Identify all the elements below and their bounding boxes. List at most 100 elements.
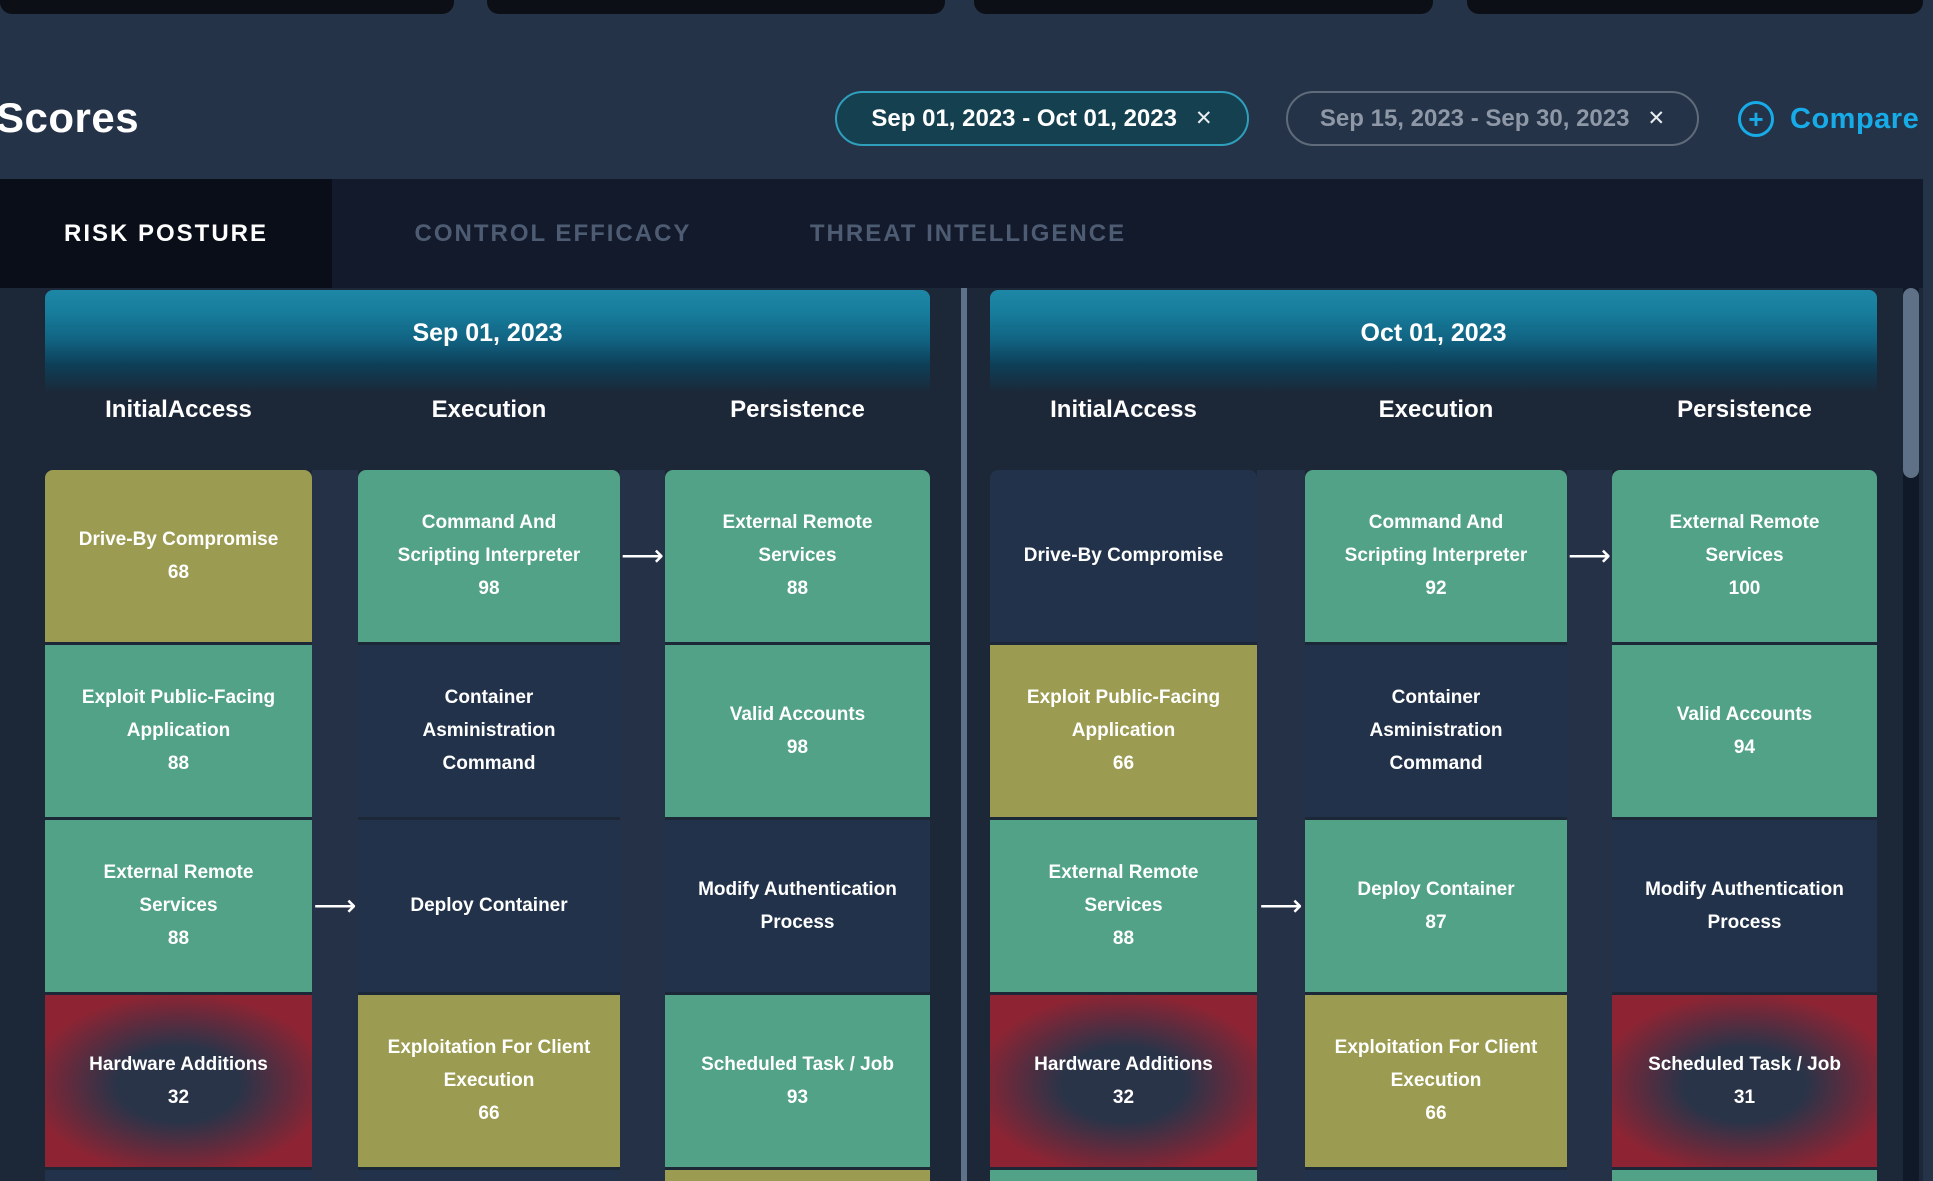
technique-cell[interactable]: Container Asministration Command	[358, 645, 620, 817]
technique-score: 32	[167, 1086, 190, 1108]
technique-cell[interactable]	[990, 1170, 1257, 1181]
technique-score: 32	[1112, 1086, 1135, 1108]
flow-arrow-icon: ⟶	[1567, 538, 1611, 574]
top-card-1[interactable]	[0, 0, 454, 14]
technique-cell[interactable]: Deploy Container 87	[1305, 820, 1567, 992]
technique-name: Container Asministration Command	[422, 687, 556, 775]
scrollbar-track[interactable]	[1903, 288, 1919, 1181]
technique-score: 87	[1425, 911, 1447, 933]
tab-threat-intelligence[interactable]: THREAT INTELLIGENCE	[809, 219, 1127, 247]
column-label-persistence: Persistence	[730, 396, 865, 423]
technique-score: 88	[786, 578, 809, 600]
tab-risk-posture[interactable]: RISK POSTURE	[0, 179, 332, 288]
technique-cell[interactable]: Modify Authentication Process	[665, 820, 930, 992]
column-persistence: External Remote Services 100 Valid Accou…	[1612, 470, 1877, 1181]
technique-cell[interactable]: External Remote Services 88	[990, 820, 1257, 992]
technique-name: Exploitation For Client Execution	[1334, 1037, 1538, 1092]
technique-cell[interactable]	[358, 1170, 620, 1181]
technique-score: 66	[478, 1103, 500, 1125]
technique-score: 100	[1728, 578, 1761, 600]
plus-circle-icon: +	[1738, 101, 1774, 137]
technique-name: Command And Scripting Interpreter	[397, 512, 581, 567]
technique-cell[interactable]: Valid Accounts 94	[1612, 645, 1877, 817]
column-label-execution: Execution	[431, 396, 547, 423]
scrollbar-thumb[interactable]	[1903, 288, 1919, 478]
technique-score: 93	[786, 1086, 809, 1108]
technique-cell[interactable]: Exploit Public-Facing Application 88	[45, 645, 312, 817]
technique-cell[interactable]: Container Asministration Command	[1305, 645, 1567, 817]
panel-divider	[961, 288, 967, 1181]
technique-cell[interactable]	[1612, 1170, 1877, 1181]
date-filter-chip-inactive[interactable]: Sep 15, 2023 - Sep 30, 2023 ✕	[1286, 91, 1699, 146]
close-icon[interactable]: ✕	[1194, 107, 1213, 130]
technique-cell[interactable]: Hardware Additions 32	[45, 995, 312, 1167]
column-gap-lane	[1257, 470, 1305, 1181]
technique-cell[interactable]: Scheduled Task / Job 93	[665, 995, 930, 1167]
technique-name: Valid Accounts	[729, 703, 866, 725]
top-card-2[interactable]	[487, 0, 945, 14]
technique-cell[interactable]: Drive-By Compromise	[990, 470, 1257, 642]
technique-score: 68	[167, 561, 190, 583]
technique-name: Valid Accounts	[1676, 703, 1813, 725]
technique-cell[interactable]	[1305, 1170, 1567, 1181]
flow-arrow-icon: ⟶	[620, 538, 664, 574]
technique-score: 98	[478, 578, 500, 600]
technique-cell[interactable]: Exploit Public-Facing Application 66	[990, 645, 1257, 817]
technique-cell[interactable]: Exploitation For Client Execution 66	[358, 995, 620, 1167]
tab-bar: RISK POSTURE CONTROL EFFICACY THREAT INT…	[0, 179, 1923, 288]
date-filter-chip-active[interactable]: Sep 01, 2023 - Oct 01, 2023 ✕	[835, 91, 1249, 146]
technique-cell[interactable]: Command And Scripting Interpreter 98	[358, 470, 620, 642]
top-card-3[interactable]	[974, 0, 1433, 14]
technique-cell[interactable]: Valid Accounts 98	[665, 645, 930, 817]
technique-cell[interactable]: External Remote Services 88	[45, 820, 312, 992]
column-label-initialaccess: InitialAccess	[1050, 396, 1197, 423]
compare-button[interactable]: + Compare	[1738, 100, 1919, 138]
technique-cell[interactable]: Modify Authentication Process	[1612, 820, 1877, 992]
technique-name: Modify Authentication Process	[1645, 878, 1844, 933]
technique-score: 88	[167, 753, 190, 775]
column-label-persistence: Persistence	[1677, 396, 1812, 423]
technique-name: External Remote Services	[103, 862, 254, 917]
technique-cell[interactable]: Deploy Container	[358, 820, 620, 992]
close-icon[interactable]: ✕	[1647, 107, 1666, 130]
page-title: Scores	[0, 94, 140, 141]
technique-name: Command And Scripting Interpreter	[1344, 512, 1528, 567]
technique-score: 92	[1425, 578, 1447, 600]
technique-name: Modify Authentication Process	[698, 878, 897, 933]
technique-name: Exploitation For Client Execution	[387, 1037, 591, 1092]
technique-cell[interactable]: External Remote Services 100	[1612, 470, 1877, 642]
tab-control-efficacy[interactable]: CONTROL EFFICACY	[414, 219, 692, 247]
flow-arrow-icon: ⟶	[1259, 888, 1303, 924]
technique-name: External Remote Services	[1048, 862, 1199, 917]
compare-label: Compare	[1790, 102, 1920, 135]
technique-name: Hardware Additions	[1034, 1053, 1213, 1075]
technique-name: Drive-By Compromise	[78, 528, 279, 550]
technique-score: 66	[1112, 753, 1135, 775]
technique-name: Deploy Container	[1357, 878, 1515, 900]
technique-cell[interactable]: Drive-By Compromise 68	[45, 470, 312, 642]
technique-cell[interactable]: Exploitation For Client Execution 66	[1305, 995, 1567, 1167]
column-gap-lane	[1567, 470, 1612, 1181]
technique-score: 94	[1733, 736, 1756, 758]
panel-date-header-right: Oct 01, 2023	[990, 290, 1877, 394]
column-execution: Command And Scripting Interpreter 92 Con…	[1305, 470, 1567, 1181]
technique-cell[interactable]	[45, 1170, 312, 1181]
technique-cell[interactable]: Command And Scripting Interpreter 92	[1305, 470, 1567, 642]
column-gap-lane	[312, 470, 358, 1181]
column-initialaccess: Drive-By Compromise Exploit Public-Facin…	[990, 470, 1257, 1181]
technique-name: Deploy Container	[410, 895, 568, 917]
technique-name: External Remote Services	[1669, 512, 1820, 567]
technique-cell[interactable]	[665, 1170, 930, 1181]
column-execution: Command And Scripting Interpreter 98 Con…	[358, 470, 620, 1181]
technique-cell[interactable]: Hardware Additions 32	[990, 995, 1257, 1167]
column-label-initialaccess: InitialAccess	[105, 396, 252, 423]
technique-cell[interactable]: External Remote Services 88	[665, 470, 930, 642]
risk-posture-content: Sep 01, 2023 Oct 01, 2023 InitialAccess …	[0, 288, 1923, 1181]
top-card-4[interactable]	[1467, 0, 1923, 14]
technique-score: 31	[1733, 1086, 1756, 1108]
column-label-execution: Execution	[1378, 396, 1494, 423]
column-persistence: External Remote Services 88 Valid Accoun…	[665, 470, 930, 1181]
date-filter-label: Sep 15, 2023 - Sep 30, 2023	[1319, 104, 1630, 132]
technique-cell[interactable]: Scheduled Task / Job 31	[1612, 995, 1877, 1167]
technique-name: Scheduled Task / Job	[1648, 1053, 1841, 1075]
